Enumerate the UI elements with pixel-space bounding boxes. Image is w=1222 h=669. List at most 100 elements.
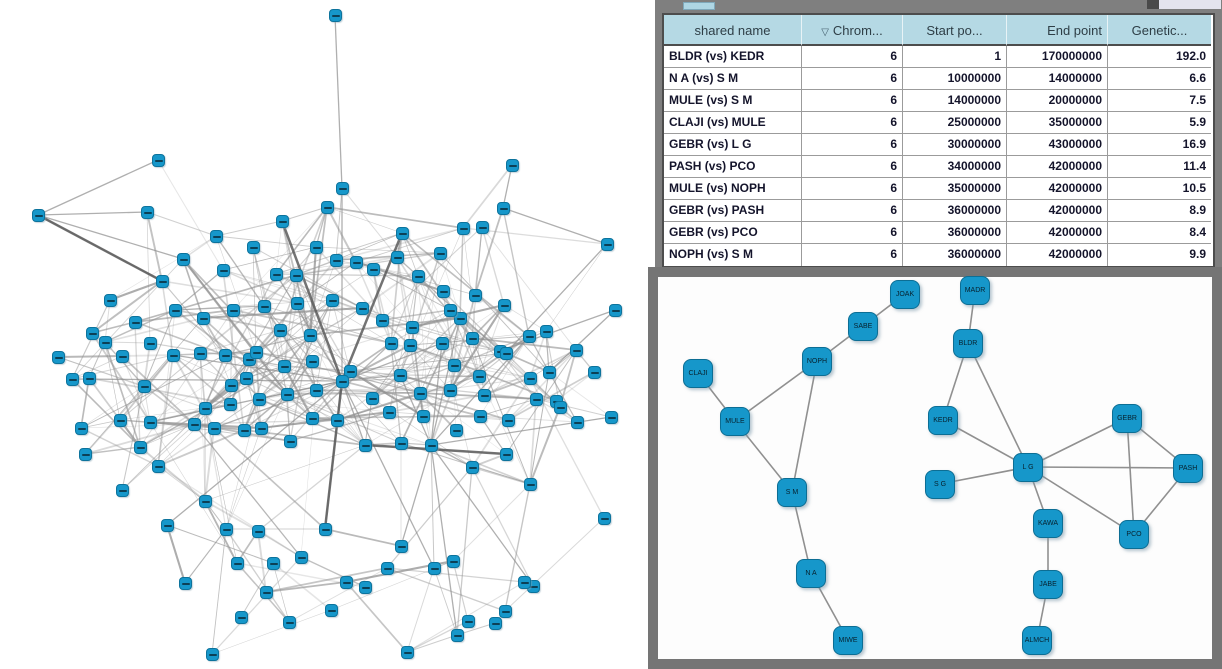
network-node[interactable] (522, 329, 536, 343)
network-node[interactable] (205, 647, 219, 661)
table-row[interactable]: PASH (vs) PCO 6 34000000 42000000 11.4 (664, 156, 1213, 178)
network-node[interactable] (269, 267, 283, 281)
network-node-madr[interactable]: MADR (960, 275, 990, 305)
network-node[interactable] (294, 550, 308, 564)
network-node[interactable] (193, 346, 207, 360)
network-node[interactable] (523, 371, 537, 385)
network-node-claji[interactable]: CLAJI (683, 358, 713, 388)
network-node[interactable] (249, 345, 263, 359)
filter-icon[interactable]: ▽ (821, 27, 829, 38)
network-node[interactable] (465, 460, 479, 474)
network-node[interactable] (178, 576, 192, 590)
network-node[interactable] (103, 293, 117, 307)
network-node[interactable] (435, 336, 449, 350)
network-node[interactable] (196, 311, 210, 325)
network-node[interactable] (230, 556, 244, 570)
network-node[interactable] (305, 354, 319, 368)
network-node[interactable] (237, 423, 251, 437)
table-row[interactable]: NOPH (vs) S M 6 36000000 42000000 9.9 (664, 244, 1213, 266)
network-node[interactable] (305, 411, 319, 425)
network-node[interactable] (198, 401, 212, 415)
table-row[interactable]: GEBR (vs) L G 6 30000000 43000000 16.9 (664, 134, 1213, 156)
network-node[interactable] (143, 415, 157, 429)
network-node[interactable] (234, 610, 248, 624)
overview-network-view[interactable] (0, 0, 648, 669)
network-node[interactable] (553, 400, 567, 414)
network-node[interactable] (453, 311, 467, 325)
table-row[interactable]: MULE (vs) NOPH 6 35000000 42000000 10.5 (664, 178, 1213, 200)
network-node[interactable] (443, 383, 457, 397)
network-node[interactable] (384, 336, 398, 350)
network-node[interactable] (335, 181, 349, 195)
network-node[interactable] (499, 447, 513, 461)
network-node[interactable] (505, 158, 519, 172)
network-node[interactable] (450, 628, 464, 642)
network-node[interactable] (223, 397, 237, 411)
network-node[interactable] (168, 303, 182, 317)
network-node-noph[interactable]: NOPH (802, 346, 832, 376)
network-node-bldr[interactable]: BLDR (953, 328, 983, 358)
network-node[interactable] (433, 246, 447, 260)
network-node[interactable] (390, 250, 404, 264)
network-node[interactable] (499, 346, 513, 360)
network-node[interactable] (329, 253, 343, 267)
column-header-end-point[interactable]: End point (1007, 15, 1108, 46)
network-node[interactable] (207, 421, 221, 435)
network-node[interactable] (133, 440, 147, 454)
network-node[interactable] (382, 405, 396, 419)
network-node[interactable] (74, 421, 88, 435)
column-header-chrom---[interactable]: ▽ Chrom... (802, 15, 903, 46)
network-node[interactable] (246, 240, 260, 254)
network-node[interactable] (198, 494, 212, 508)
network-node[interactable] (320, 200, 334, 214)
network-node[interactable] (303, 328, 317, 342)
network-node[interactable] (517, 575, 531, 589)
network-node[interactable] (224, 378, 238, 392)
network-node[interactable] (394, 539, 408, 553)
network-node[interactable] (209, 229, 223, 243)
network-node[interactable] (365, 391, 379, 405)
network-node[interactable] (600, 237, 614, 251)
network-node[interactable] (443, 303, 457, 317)
network-node[interactable] (283, 434, 297, 448)
network-node[interactable] (266, 556, 280, 570)
network-node-pash[interactable]: PASH (1173, 453, 1203, 483)
network-node[interactable] (289, 268, 303, 282)
network-node[interactable] (349, 255, 363, 269)
network-node[interactable] (309, 383, 323, 397)
network-node[interactable] (468, 288, 482, 302)
network-node[interactable] (282, 615, 296, 629)
scroll-strip[interactable] (1159, 0, 1221, 9)
network-node[interactable] (137, 379, 151, 393)
network-node[interactable] (140, 205, 154, 219)
network-node[interactable] (324, 603, 338, 617)
network-node-s-g[interactable]: S G (925, 469, 955, 499)
network-node[interactable] (115, 483, 129, 497)
network-node[interactable] (187, 417, 201, 431)
network-node[interactable] (65, 372, 79, 386)
network-node[interactable] (358, 580, 372, 594)
network-node[interactable] (339, 575, 353, 589)
network-node[interactable] (569, 343, 583, 357)
network-node[interactable] (254, 421, 268, 435)
network-node-sabe[interactable]: SABE (848, 311, 878, 341)
network-node[interactable] (498, 604, 512, 618)
network-node[interactable] (280, 387, 294, 401)
network-node[interactable] (252, 392, 266, 406)
table-row[interactable]: N A (vs) S M 6 10000000 14000000 6.6 (664, 68, 1213, 90)
network-node[interactable] (176, 252, 190, 266)
network-node[interactable] (411, 269, 425, 283)
network-node[interactable] (166, 348, 180, 362)
network-node[interactable] (275, 214, 289, 228)
table-row[interactable]: CLAJI (vs) MULE 6 25000000 35000000 5.9 (664, 112, 1213, 134)
table-row[interactable]: GEBR (vs) PASH 6 36000000 42000000 8.9 (664, 200, 1213, 222)
network-node[interactable] (436, 284, 450, 298)
network-node[interactable] (330, 413, 344, 427)
network-node[interactable] (51, 350, 65, 364)
network-node[interactable] (394, 436, 408, 450)
network-node[interactable] (400, 645, 414, 659)
network-node[interactable] (239, 371, 253, 385)
network-node[interactable] (587, 365, 601, 379)
network-node[interactable] (290, 296, 304, 310)
network-node[interactable] (128, 315, 142, 329)
